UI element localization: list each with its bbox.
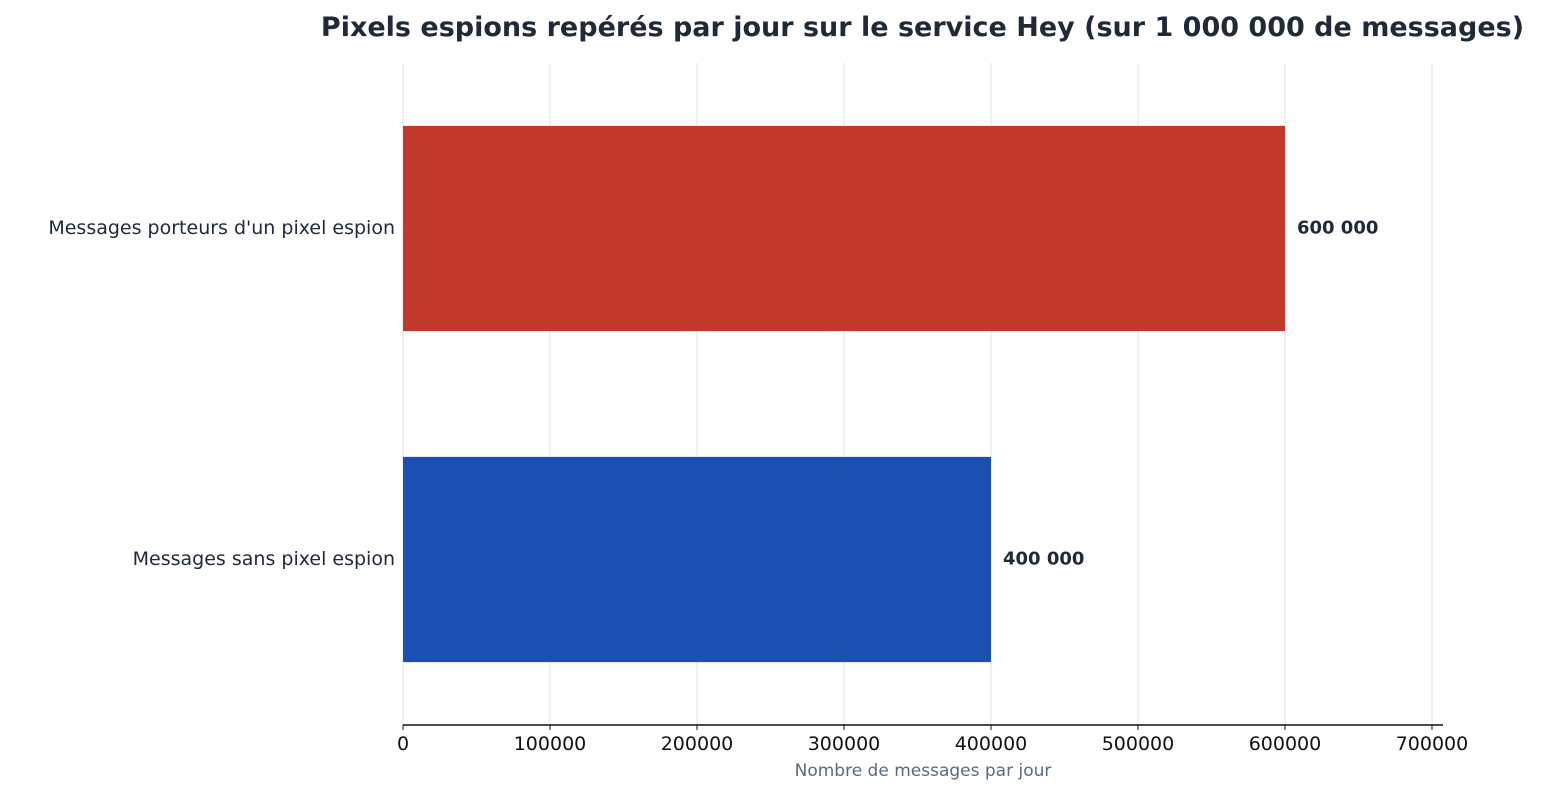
category-label-0: Messages porteurs d'un pixel espion	[48, 217, 395, 239]
data-label-1: 400 000	[1003, 549, 1084, 570]
x-tick-label-1: 100000	[514, 733, 587, 755]
bar-0	[403, 125, 1285, 332]
data-label-0: 600 000	[1297, 218, 1378, 239]
x-tick-label-6: 600000	[1249, 733, 1322, 755]
x-tick-label-0: 0	[397, 733, 409, 755]
x-tick-label-4: 400000	[955, 733, 1028, 755]
x-tick-label-7: 700000	[1396, 733, 1469, 755]
chart-title: Pixels espions repérés par jour sur le s…	[320, 12, 1525, 43]
x-tick-label-5: 500000	[1102, 733, 1175, 755]
category-label-1: Messages sans pixel espion	[133, 548, 395, 570]
bar-1	[403, 456, 991, 663]
x-tick-label-3: 300000	[808, 733, 881, 755]
x-axis-label: Nombre de messages par jour	[795, 761, 1052, 781]
x-tick-label-2: 200000	[661, 733, 734, 755]
